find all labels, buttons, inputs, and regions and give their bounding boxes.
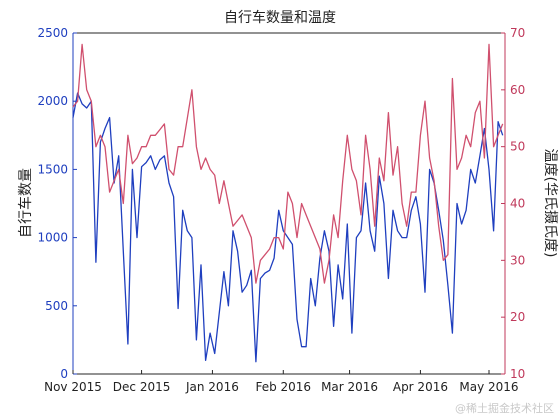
y-tick-label-left: 0	[60, 367, 68, 381]
x-tick-label: Mar 2016	[321, 380, 378, 394]
y-tick-label-right: 70	[510, 26, 525, 40]
y-tick-label-right: 40	[510, 197, 525, 211]
y-tick-label-left: 1000	[37, 231, 68, 245]
watermark: @稀土掘金技术社区	[455, 402, 554, 415]
plot-area	[72, 43, 504, 363]
x-tick-label: Nov 2015	[44, 380, 102, 394]
y-tick-label-left: 2000	[37, 94, 68, 108]
x-tick-label: Jan 2016	[185, 380, 239, 394]
series-line-bike-count	[72, 92, 504, 363]
series-line-temperature	[72, 43, 504, 284]
y-tick-label-right: 10	[510, 367, 525, 381]
chart-title: 自行车数量和温度	[224, 9, 336, 26]
y-axis-label-left: 自行车数量	[17, 168, 34, 238]
y-axis-label-right: 温度(华氏摄氏度)	[542, 149, 558, 258]
y-tick-label-right: 60	[510, 83, 525, 97]
y-tick-label-left: 1500	[37, 162, 68, 176]
y-tick-label-right: 50	[510, 140, 525, 154]
x-tick-label: Feb 2016	[255, 380, 311, 394]
y-tick-label-left: 500	[45, 299, 68, 313]
x-tick-label: Dec 2015	[113, 380, 171, 394]
x-tick-label: Apr 2016	[393, 380, 448, 394]
y-tick-label-left: 2500	[37, 26, 68, 40]
y-tick-label-right: 30	[510, 253, 525, 267]
axes-group: 0 500 1000 1500 2000 2500 10 20 30 40 50 60 70 Nov 20…	[37, 26, 525, 394]
x-tick-label: May 2016	[459, 380, 518, 394]
y-tick-label-right: 20	[510, 310, 525, 324]
